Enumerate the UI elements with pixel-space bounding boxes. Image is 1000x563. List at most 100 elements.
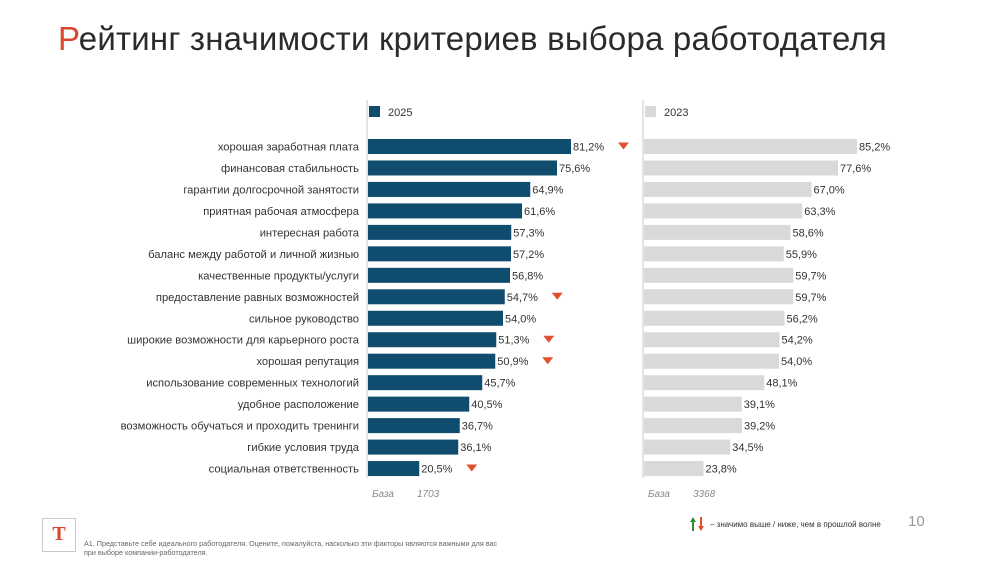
bar-2025 bbox=[368, 267, 510, 283]
page-title-initial: Р bbox=[58, 20, 79, 57]
bar-2025 bbox=[368, 224, 512, 240]
bar-2023 bbox=[644, 439, 731, 455]
data-label-2023: 39,2% bbox=[744, 421, 775, 433]
base-label-2023: База bbox=[648, 489, 670, 500]
data-label-2025: 57,2% bbox=[513, 249, 544, 261]
data-label-2023: 59,7% bbox=[795, 292, 826, 304]
legend-label-2023: 2023 bbox=[664, 107, 688, 119]
data-label-2025: 36,7% bbox=[462, 421, 493, 433]
significance-down-icon bbox=[551, 292, 563, 300]
data-label-2023: 56,2% bbox=[787, 313, 818, 325]
category-label: использование современных технологий bbox=[146, 378, 359, 390]
data-label-2023: 54,2% bbox=[782, 335, 813, 347]
category-label: гибкие условия труда bbox=[247, 442, 359, 454]
data-label-2023: 39,1% bbox=[744, 399, 775, 411]
base-value-2025: 1703 bbox=[417, 489, 440, 500]
data-label-2025: 36,1% bbox=[460, 442, 491, 454]
bar-2025 bbox=[368, 181, 531, 197]
bar-2023 bbox=[644, 181, 812, 197]
data-label-2025: 81,2% bbox=[573, 142, 604, 154]
significance-down-icon bbox=[466, 464, 478, 472]
bar-2023 bbox=[644, 267, 794, 283]
bar-2025 bbox=[368, 289, 505, 305]
bar-2023 bbox=[644, 139, 857, 154]
data-label-2025: 40,5% bbox=[471, 399, 502, 411]
bar-2025 bbox=[368, 160, 557, 176]
bar-2023 bbox=[644, 418, 742, 434]
significance-legend: – значимо выше / ниже, чем в прошлой вол… bbox=[690, 514, 881, 534]
bar-2023 bbox=[644, 461, 704, 477]
data-label-2025: 57,3% bbox=[513, 227, 544, 239]
significance-legend-text: – значимо выше / ниже, чем в прошлой вол… bbox=[710, 519, 881, 529]
significance-down-icon bbox=[543, 335, 555, 343]
bar-2025 bbox=[368, 332, 497, 348]
bar-2025 bbox=[368, 310, 503, 326]
data-label-2025: 75,6% bbox=[559, 163, 590, 175]
data-label-2023: 85,2% bbox=[859, 142, 890, 154]
category-label: качественные продукты/услуги bbox=[198, 270, 359, 282]
data-label-2023: 48,1% bbox=[766, 378, 797, 390]
bar-2023 bbox=[644, 396, 742, 412]
data-label-2023: 23,8% bbox=[706, 464, 737, 476]
category-label: интересная работа bbox=[260, 227, 360, 239]
data-label-2023: 55,9% bbox=[786, 249, 817, 261]
bar-2025 bbox=[368, 246, 511, 262]
category-label: хорошая репутация bbox=[256, 356, 359, 368]
bar-2025 bbox=[368, 375, 483, 391]
page-number: 10 bbox=[908, 513, 925, 530]
bar-2025 bbox=[368, 353, 496, 369]
data-label-2025: 51,3% bbox=[498, 335, 529, 347]
data-label-2025: 54,7% bbox=[507, 292, 538, 304]
data-label-2023: 34,5% bbox=[732, 442, 763, 454]
significance-down-icon bbox=[542, 357, 554, 365]
category-label: приятная рабочая атмосфера bbox=[203, 206, 360, 218]
bar-2025 bbox=[368, 203, 522, 219]
page-title: Рейтинг значимости критериев выбора рабо… bbox=[58, 20, 887, 58]
question-footnote: А1. Представьте себе идеального работода… bbox=[84, 539, 498, 557]
legend-label-2025: 2025 bbox=[388, 107, 412, 119]
data-label-2025: 56,8% bbox=[512, 270, 543, 282]
category-label: гарантии долгосрочной занятости bbox=[183, 184, 359, 196]
bar-2023 bbox=[644, 332, 780, 348]
bar-2025 bbox=[368, 439, 459, 455]
data-label-2025: 20,5% bbox=[421, 464, 452, 476]
data-label-2025: 54,0% bbox=[505, 313, 536, 325]
bar-2025 bbox=[368, 139, 571, 154]
category-label: сильное руководство bbox=[249, 313, 359, 325]
category-label: хорошая заработная плата bbox=[218, 142, 360, 154]
brand-logo: Т bbox=[42, 518, 76, 552]
data-label-2023: 67,0% bbox=[814, 184, 845, 196]
data-label-2025: 50,9% bbox=[497, 356, 528, 368]
bar-2025 bbox=[368, 461, 420, 477]
data-label-2023: 63,3% bbox=[804, 206, 835, 218]
bar-2025 bbox=[368, 418, 460, 434]
bar-2023 bbox=[644, 289, 794, 305]
data-label-2023: 54,0% bbox=[781, 356, 812, 368]
bar-2023 bbox=[644, 375, 765, 391]
bar-2023 bbox=[644, 160, 838, 176]
data-label-2025: 45,7% bbox=[484, 378, 515, 390]
category-label: финансовая стабильность bbox=[221, 163, 359, 175]
base-value-2023: 3368 bbox=[693, 489, 716, 500]
brand-logo-letter: Т bbox=[52, 523, 66, 545]
category-label: баланс между работой и личной жизнью bbox=[148, 249, 359, 261]
category-label: широкие возможности для карьерного роста bbox=[127, 335, 360, 347]
data-label-2023: 77,6% bbox=[840, 163, 871, 175]
legend-swatch-2025 bbox=[369, 106, 380, 117]
up-down-arrows-icon bbox=[690, 516, 704, 532]
category-label: удобное расположение bbox=[238, 399, 359, 411]
bar-2025 bbox=[368, 396, 470, 412]
bar-2023 bbox=[644, 203, 803, 219]
significance-down-icon bbox=[618, 142, 629, 150]
bar-2023 bbox=[644, 353, 779, 369]
bar-2023 bbox=[644, 224, 791, 240]
data-label-2023: 59,7% bbox=[795, 270, 826, 282]
bar-2023 bbox=[644, 310, 785, 326]
data-label-2025: 61,6% bbox=[524, 206, 555, 218]
category-label: социальная ответственность bbox=[209, 464, 360, 476]
base-label-2025: База bbox=[372, 489, 394, 500]
data-label-2023: 58,6% bbox=[793, 227, 824, 239]
bar-2023 bbox=[644, 246, 784, 262]
category-label: возможность обучаться и проходить тренин… bbox=[121, 421, 359, 433]
